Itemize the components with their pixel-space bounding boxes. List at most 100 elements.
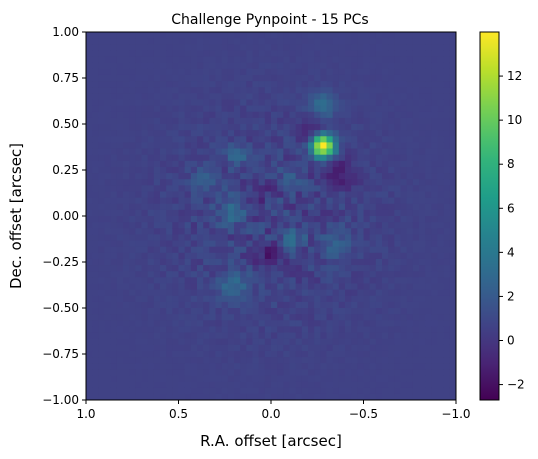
heatmap-cell xyxy=(332,308,340,315)
heatmap-cell xyxy=(369,332,377,340)
heatmap-cell xyxy=(104,185,112,192)
heatmap-cell xyxy=(431,301,438,309)
heatmap-cell xyxy=(104,68,112,76)
heatmap-cell xyxy=(289,271,297,278)
heatmap-cell xyxy=(240,62,247,70)
heatmap-cell xyxy=(301,326,309,333)
heatmap-cell xyxy=(258,62,266,70)
heatmap-cell xyxy=(308,258,315,266)
heatmap-cell xyxy=(264,240,272,248)
heatmap-cell xyxy=(116,228,124,235)
heatmap-cell xyxy=(104,265,112,272)
heatmap-cell xyxy=(375,246,383,254)
heatmap-cell xyxy=(412,320,420,327)
heatmap-cell xyxy=(264,154,272,162)
heatmap-cell xyxy=(443,136,451,143)
heatmap-cell xyxy=(178,160,186,168)
heatmap-cell xyxy=(443,197,451,205)
heatmap-cell xyxy=(209,38,216,45)
heatmap-cell xyxy=(86,338,93,346)
heatmap-cell xyxy=(375,381,383,389)
heatmap-cell xyxy=(221,234,229,241)
heatmap-cell xyxy=(104,160,112,168)
heatmap-cell xyxy=(86,173,93,180)
heatmap-cell xyxy=(252,44,260,51)
heatmap-cell xyxy=(104,111,112,119)
heatmap-cell xyxy=(400,173,408,180)
heatmap-cell xyxy=(246,203,253,211)
heatmap-cell xyxy=(425,326,432,333)
heatmap-cell xyxy=(129,240,136,248)
heatmap-cell xyxy=(172,166,179,174)
heatmap-cell xyxy=(98,56,105,64)
heatmap-cell xyxy=(264,295,272,303)
heatmap-cell xyxy=(153,246,161,254)
heatmap-cell xyxy=(388,240,395,248)
heatmap-cell xyxy=(332,295,340,303)
heatmap-cell xyxy=(215,344,223,352)
heatmap-cell xyxy=(443,277,451,284)
heatmap-cell xyxy=(203,81,210,88)
heatmap-cell xyxy=(295,142,303,149)
heatmap-cell xyxy=(190,295,198,303)
heatmap-cell xyxy=(178,173,186,180)
heatmap-cell xyxy=(215,38,223,45)
heatmap-cell xyxy=(252,148,260,156)
heatmap-cell xyxy=(394,68,401,76)
heatmap-cell xyxy=(129,258,136,266)
heatmap-cell xyxy=(277,222,284,229)
heatmap-cell xyxy=(178,308,186,315)
heatmap-cell xyxy=(227,130,235,137)
heatmap-cell xyxy=(449,240,457,248)
heatmap-cell xyxy=(86,166,93,174)
heatmap-cell xyxy=(320,363,327,370)
heatmap-cell xyxy=(227,111,235,119)
heatmap-cell xyxy=(283,203,290,211)
heatmap-cell xyxy=(295,228,303,235)
heatmap-cell xyxy=(166,62,173,70)
heatmap-cell xyxy=(240,203,247,211)
heatmap-cell xyxy=(135,216,142,223)
heatmap-cell xyxy=(301,228,309,235)
heatmap-cell xyxy=(443,62,451,70)
heatmap-cell xyxy=(252,258,260,266)
heatmap-cell xyxy=(172,197,179,205)
heatmap-cell xyxy=(123,228,130,235)
heatmap-cell xyxy=(363,357,371,364)
heatmap-cell xyxy=(240,338,247,346)
heatmap-cell xyxy=(184,369,192,376)
heatmap-cell xyxy=(314,301,321,309)
heatmap-cell xyxy=(110,277,118,284)
heatmap-cell xyxy=(221,56,229,64)
heatmap-cell xyxy=(351,166,358,174)
heatmap-cell xyxy=(283,87,290,94)
heatmap-cell xyxy=(240,68,247,76)
heatmap-cell xyxy=(382,320,389,327)
heatmap-cell xyxy=(203,160,210,168)
heatmap-cell xyxy=(320,314,327,321)
heatmap-cell xyxy=(301,166,309,174)
heatmap-cell xyxy=(400,166,408,174)
heatmap-cell xyxy=(289,363,297,370)
heatmap-cell xyxy=(443,271,451,278)
heatmap-cell xyxy=(86,357,93,364)
heatmap-cell xyxy=(338,179,346,186)
heatmap-cell xyxy=(338,234,346,241)
heatmap-cell xyxy=(135,289,142,297)
heatmap-cell xyxy=(443,295,451,303)
heatmap-cell xyxy=(197,209,204,217)
heatmap-cell xyxy=(240,87,247,94)
heatmap-cell xyxy=(172,117,179,125)
heatmap-cell xyxy=(234,222,241,229)
heatmap-cell xyxy=(246,44,253,51)
heatmap-cell xyxy=(425,93,432,100)
heatmap-cell xyxy=(406,381,414,389)
heatmap-cell xyxy=(351,173,358,180)
heatmap-cell xyxy=(203,393,210,401)
heatmap-cell xyxy=(375,173,383,180)
heatmap-cell xyxy=(301,209,309,217)
heatmap-cell xyxy=(240,32,247,39)
heatmap-cell xyxy=(283,56,290,64)
heatmap-cell xyxy=(419,185,426,192)
heatmap-cell xyxy=(178,62,186,70)
